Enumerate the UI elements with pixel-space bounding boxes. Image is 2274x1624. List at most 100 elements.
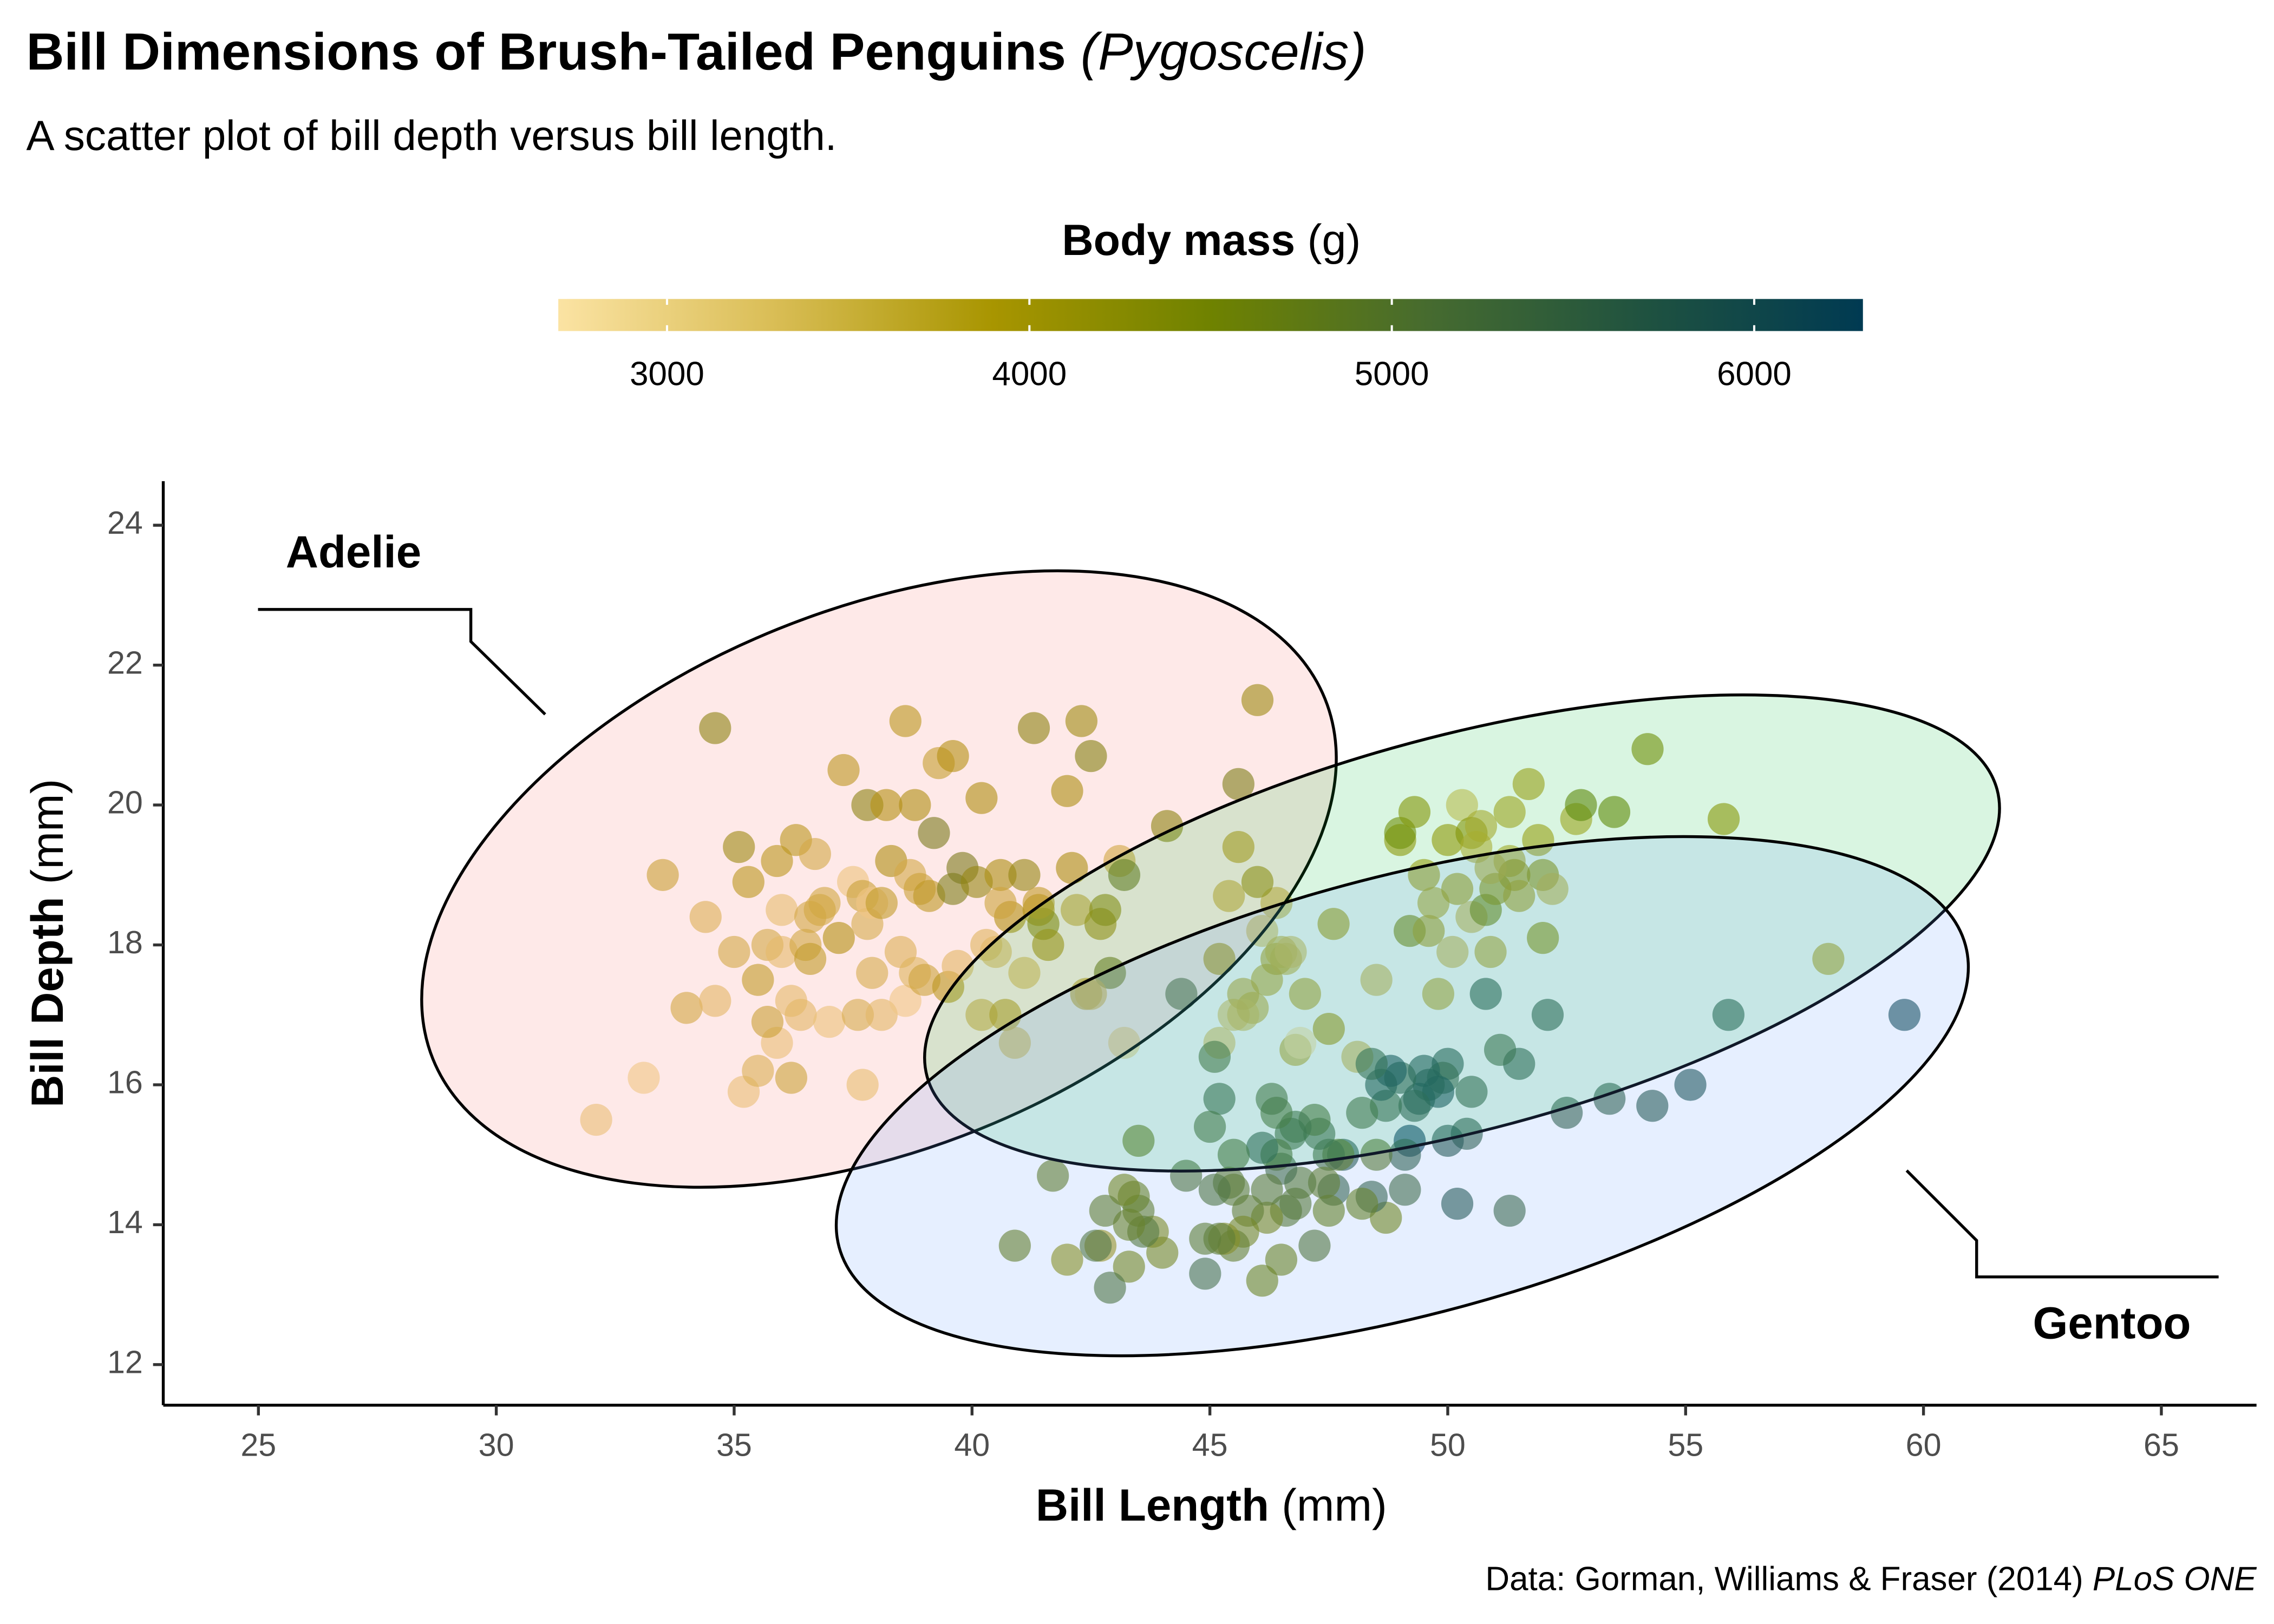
point xyxy=(1812,942,1845,975)
point xyxy=(1251,1174,1283,1206)
point xyxy=(1441,873,1474,905)
point xyxy=(1536,873,1569,905)
x-title-text: Bill Length xyxy=(1036,1479,1269,1530)
point xyxy=(723,831,755,863)
point xyxy=(1465,810,1498,842)
point xyxy=(822,922,855,954)
point xyxy=(742,1055,774,1087)
point xyxy=(1222,768,1254,800)
title-main: Bill Dimensions of Brush-Tailed Penguins xyxy=(26,22,1066,81)
point xyxy=(580,1103,612,1136)
y-tick-label: 16 xyxy=(107,1064,143,1101)
point xyxy=(808,887,841,919)
point xyxy=(1108,859,1141,891)
point xyxy=(1198,1040,1231,1073)
point xyxy=(1493,1194,1526,1227)
point xyxy=(984,859,1017,891)
point xyxy=(1256,1083,1288,1115)
point xyxy=(1213,880,1245,912)
y-tick-label: 18 xyxy=(107,924,143,960)
point xyxy=(846,1069,879,1101)
point xyxy=(1455,1076,1488,1108)
point xyxy=(1355,1047,1388,1080)
point xyxy=(1222,831,1254,863)
point xyxy=(998,1229,1031,1262)
point xyxy=(1051,775,1083,807)
point xyxy=(1246,1265,1278,1297)
annotation-line xyxy=(1905,1169,2219,1279)
colorbar-label: 6000 xyxy=(1717,355,1792,392)
point xyxy=(1189,1258,1221,1290)
point xyxy=(856,957,888,989)
point xyxy=(1089,1194,1121,1227)
colorbar-label: 4000 xyxy=(992,355,1067,392)
point xyxy=(1246,1131,1278,1164)
point xyxy=(1674,1069,1707,1101)
point xyxy=(1113,1250,1145,1283)
point xyxy=(1360,1138,1393,1171)
x-tick-label: 30 xyxy=(479,1426,514,1463)
point xyxy=(1198,1174,1231,1206)
ellipses xyxy=(420,569,2001,1358)
point xyxy=(998,1026,1031,1059)
point xyxy=(979,935,1012,968)
point xyxy=(1284,1026,1317,1059)
point xyxy=(1065,705,1097,737)
y-tick-label: 24 xyxy=(107,505,143,541)
x-tick-label: 25 xyxy=(240,1426,276,1463)
point xyxy=(670,992,703,1024)
x-tick-label: 35 xyxy=(716,1426,752,1463)
colorbar-label: 3000 xyxy=(630,355,704,392)
point xyxy=(1108,1174,1141,1206)
point xyxy=(1317,908,1350,940)
point xyxy=(775,1062,807,1094)
point xyxy=(1203,942,1236,975)
point xyxy=(1051,1243,1083,1276)
point xyxy=(942,949,974,982)
point xyxy=(1474,935,1507,968)
point xyxy=(1203,1083,1236,1115)
point xyxy=(1260,887,1293,919)
point xyxy=(1008,859,1041,891)
caption-text: Data: Gorman, Williams & Fraser (2014) xyxy=(1485,1561,2083,1598)
point xyxy=(899,789,931,821)
point xyxy=(984,887,1017,919)
annotation: Adelie xyxy=(286,526,421,577)
subtitle: A scatter plot of bill depth versus bill… xyxy=(26,112,837,159)
point xyxy=(1194,1110,1226,1143)
point xyxy=(1265,1243,1298,1276)
point xyxy=(841,999,874,1031)
caption-journal: PLoS ONE xyxy=(2093,1561,2257,1598)
point xyxy=(1446,789,1478,821)
point xyxy=(699,985,731,1017)
point xyxy=(732,866,764,898)
chart-title: Bill Dimensions of Brush-Tailed Penguins… xyxy=(26,22,1366,81)
point xyxy=(1094,1272,1126,1304)
point xyxy=(646,859,679,891)
legend-title: Body mass (g) xyxy=(1062,216,1361,265)
point xyxy=(1360,964,1393,996)
point xyxy=(1227,999,1259,1031)
point xyxy=(1289,978,1321,1010)
caption: Data: Gorman, Williams & Fraser (2014) P… xyxy=(1485,1561,2257,1598)
point xyxy=(1398,1090,1431,1122)
point xyxy=(1189,1222,1221,1255)
point xyxy=(1422,978,1454,1010)
point xyxy=(1469,978,1502,1010)
point xyxy=(1241,684,1274,716)
point xyxy=(1346,1097,1378,1129)
point xyxy=(1108,1026,1141,1059)
point xyxy=(918,817,950,849)
y-tick-label: 22 xyxy=(107,644,143,680)
colorbar xyxy=(558,299,1863,331)
point xyxy=(1712,999,1744,1031)
point xyxy=(1631,733,1664,765)
point xyxy=(689,901,722,933)
point xyxy=(1080,1229,1112,1262)
point xyxy=(965,782,998,814)
point xyxy=(718,935,750,968)
point xyxy=(1165,978,1198,1010)
point xyxy=(1089,894,1121,926)
colorbar-label: 5000 xyxy=(1355,355,1429,392)
ellipse-gentoo xyxy=(834,835,1970,1358)
